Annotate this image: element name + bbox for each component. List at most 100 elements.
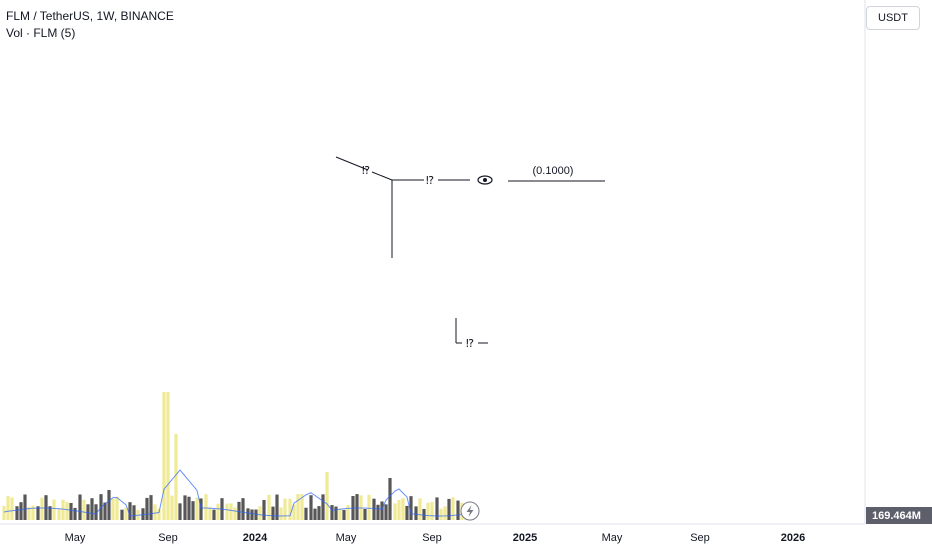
- volume-bar: [380, 501, 384, 520]
- volume-bar: [267, 494, 271, 520]
- volume-bar: [456, 500, 460, 520]
- volume-bar: [229, 503, 233, 520]
- volume-bar: [296, 494, 300, 520]
- volume-bar: [204, 494, 208, 520]
- volume-bar: [199, 498, 203, 520]
- volume-bar: [447, 498, 451, 520]
- volume-bar: [128, 502, 132, 520]
- volume-bar: [435, 497, 439, 520]
- volume-bar: [258, 506, 262, 520]
- volume-bar: [304, 507, 308, 520]
- volume-bar: [330, 505, 334, 520]
- volume-bar: [166, 392, 170, 520]
- volume-bar: [292, 504, 296, 520]
- volume-bar: [325, 472, 329, 520]
- volume-bar: [48, 506, 52, 520]
- volume-bar: [111, 498, 115, 520]
- volume-bar: [2, 506, 6, 520]
- volume-bar: [384, 504, 388, 520]
- volume-bar: [246, 508, 250, 520]
- volume-bar: [225, 503, 229, 520]
- volume-bar: [174, 434, 178, 520]
- volume-bar: [124, 507, 128, 520]
- volume-bar: [216, 503, 220, 520]
- connector-line: [335, 156, 369, 171]
- volume-bar: [107, 490, 111, 520]
- volume-bar: [393, 503, 397, 520]
- volume-bar: [300, 494, 304, 520]
- volume-bar: [409, 496, 413, 520]
- x-tick-label: May: [336, 532, 357, 544]
- volume-bar: [212, 509, 216, 520]
- lightning-icon: [460, 501, 480, 521]
- volume-bar: [94, 504, 98, 520]
- volume-bar: [317, 506, 321, 520]
- volume-bar: [132, 505, 136, 520]
- x-tick-label: Sep: [158, 532, 178, 544]
- eye-icon: [477, 175, 493, 185]
- volume-badge-value: 169.464M: [872, 510, 921, 522]
- volume-bar: [195, 497, 199, 520]
- question-mark-label: ⁉: [466, 338, 474, 350]
- x-tick-label: Sep: [422, 532, 442, 544]
- currency-button[interactable]: USDT: [866, 6, 920, 30]
- volume-bar: [334, 506, 338, 520]
- eye-pupil: [483, 178, 487, 182]
- volume-bar: [19, 502, 23, 520]
- volume-bar: [237, 501, 241, 520]
- volume-bar: [23, 494, 27, 520]
- volume-bar: [418, 498, 422, 520]
- volume-bar: [191, 501, 195, 520]
- volume-bar: [187, 496, 191, 520]
- x-tick-label: 2026: [781, 532, 805, 544]
- volume-bar: [313, 508, 317, 520]
- volume-bar: [31, 505, 35, 520]
- volume-bar: [414, 506, 418, 520]
- volume-bar: [401, 498, 405, 520]
- volume-bar: [78, 494, 82, 520]
- volume-bar: [141, 508, 145, 520]
- volume-bar: [367, 494, 371, 520]
- lightning-icon-glyph: [466, 505, 474, 517]
- volume-bar: [183, 495, 187, 520]
- volume-bar: [115, 496, 119, 520]
- volume-bar: [15, 506, 19, 520]
- volume-layer: [2, 392, 468, 520]
- volume-bar: [153, 504, 157, 520]
- volume-bar: [90, 498, 94, 520]
- volume-bar: [288, 498, 292, 520]
- volume-bar: [372, 498, 376, 520]
- volume-bar: [57, 508, 61, 520]
- volume-bar: [283, 498, 287, 520]
- question-mark-label: ⁉: [362, 165, 370, 177]
- volume-indicator-label[interactable]: Vol · FLM (5): [6, 26, 76, 40]
- time-axis: May Sep 2024 May Sep 2025 May Sep 2026: [65, 532, 806, 544]
- volume-badge: [866, 507, 932, 524]
- volume-bar: [233, 507, 237, 520]
- volume-bar: [355, 494, 359, 520]
- target-label: (0.1000): [533, 165, 574, 177]
- connector-line: [371, 171, 393, 181]
- volume-bar: [279, 507, 283, 520]
- volume-bar: [271, 506, 275, 520]
- symbol-title[interactable]: FLM / TetherUS, 1W, BINANCE: [6, 9, 174, 23]
- volume-bar: [82, 499, 86, 520]
- volume-bar: [145, 497, 149, 520]
- volume-bar: [120, 509, 124, 520]
- volume-bar: [430, 502, 434, 520]
- x-tick-label: 2024: [243, 532, 268, 544]
- volume-bar: [321, 494, 325, 520]
- volume-bar: [439, 508, 443, 520]
- volume-ma-line: [3, 469, 467, 517]
- volume-bar: [262, 499, 266, 520]
- volume-bar: [170, 495, 174, 520]
- volume-bar: [275, 494, 279, 520]
- volume-bar: [346, 505, 350, 520]
- volume-bar: [388, 478, 392, 520]
- volume-bar: [149, 495, 153, 520]
- volume-bar: [86, 504, 90, 520]
- volume-bar: [342, 509, 346, 520]
- x-tick-label: May: [65, 532, 86, 544]
